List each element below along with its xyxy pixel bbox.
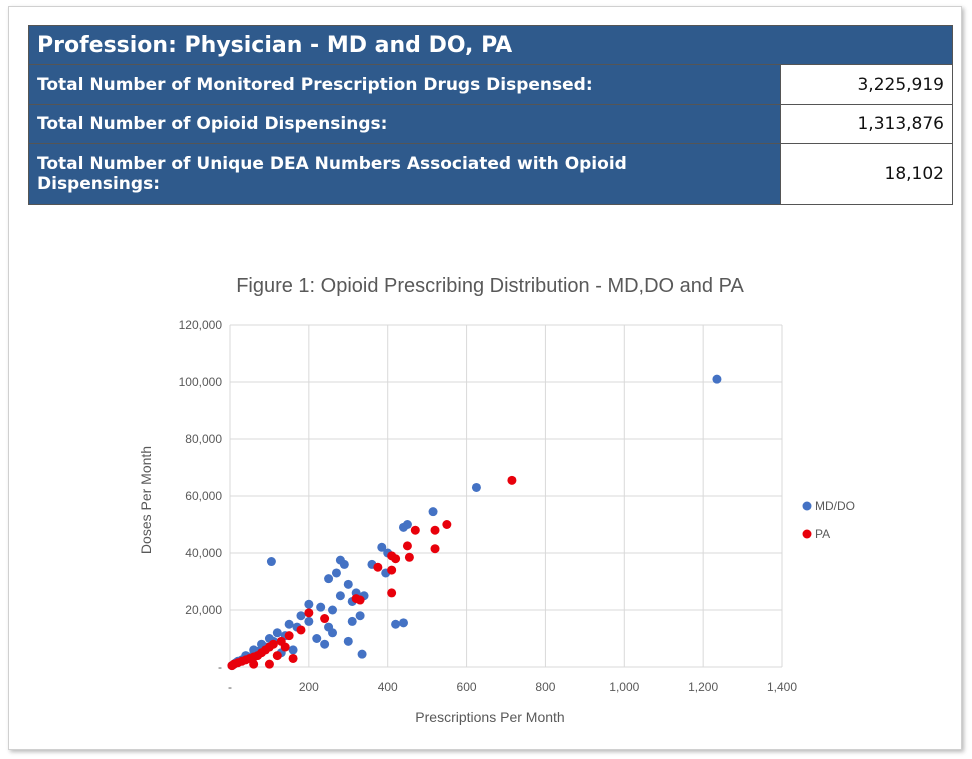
point <box>324 574 334 584</box>
point <box>398 522 408 532</box>
point <box>404 552 414 562</box>
point <box>328 628 338 638</box>
point <box>312 634 322 643</box>
x-tick-label: 600 <box>457 680 477 694</box>
point <box>507 475 517 485</box>
point <box>355 611 365 621</box>
point <box>391 619 401 629</box>
point <box>712 374 722 384</box>
y-tick-label: 40,000 <box>185 546 222 560</box>
point <box>296 611 306 621</box>
x-tick-label: 1,400 <box>767 680 797 694</box>
point <box>288 645 298 655</box>
x-axis-label: Prescriptions Per Month <box>415 709 564 725</box>
x-tick-label: 1,200 <box>688 680 718 694</box>
legend-marker <box>802 529 812 539</box>
point <box>430 525 440 535</box>
x-tick-label: 1,000 <box>609 680 639 694</box>
y-tick-label: 100,000 <box>179 375 223 389</box>
point <box>387 551 397 561</box>
point <box>430 544 440 554</box>
y-tick-label: - <box>218 660 222 674</box>
x-tick-label: - <box>228 680 232 694</box>
point <box>387 565 397 575</box>
point <box>347 616 357 626</box>
point <box>316 602 326 612</box>
point <box>442 520 452 529</box>
y-axis-label: Doses Per Month <box>138 446 154 554</box>
x-tick-label: 800 <box>535 680 555 694</box>
chart-title: Figure 1: Opioid Prescribing Distributio… <box>236 275 744 297</box>
point <box>272 628 282 638</box>
y-tick-label: 80,000 <box>185 432 222 446</box>
legend-label: MD/DO <box>815 499 855 513</box>
row-value: 1,313,876 <box>780 104 953 144</box>
point <box>335 591 345 601</box>
point <box>328 605 338 615</box>
point <box>373 562 383 572</box>
point <box>266 557 276 567</box>
legend-marker <box>802 501 812 511</box>
row-label: Total Number of Unique DEA Numbers Assoc… <box>28 143 781 205</box>
point <box>410 525 420 535</box>
point <box>320 639 330 649</box>
point <box>331 568 341 578</box>
y-tick-label: 120,000 <box>179 318 223 332</box>
row: Total Number of Monitored Prescription D… <box>28 64 953 105</box>
point <box>284 619 294 629</box>
point <box>288 653 298 663</box>
point <box>377 542 387 552</box>
point <box>355 595 365 605</box>
point <box>402 541 412 551</box>
point <box>304 616 314 626</box>
row-value: 18,102 <box>780 143 953 205</box>
point <box>249 659 259 669</box>
point <box>296 625 306 635</box>
point <box>428 507 438 517</box>
point <box>320 614 330 624</box>
x-tick-label: 400 <box>378 680 398 694</box>
point <box>264 659 274 669</box>
x-tick-label: 200 <box>299 680 319 694</box>
point <box>272 651 282 661</box>
summary-table: Profession: Physician - MD and DO, PA To… <box>28 25 953 205</box>
row-label: Total Number of Monitored Prescription D… <box>28 64 781 105</box>
point <box>304 599 314 609</box>
row: Total Number of Opioid Dispensings: 1,313… <box>28 104 953 144</box>
point <box>284 631 294 641</box>
point <box>343 636 353 646</box>
point <box>339 559 349 569</box>
point <box>357 649 367 659</box>
legend-label: PA <box>815 527 830 541</box>
y-tick-label: 60,000 <box>185 489 222 503</box>
row: Total Number of Unique DEA Numbers Assoc… <box>28 143 953 205</box>
point <box>387 588 397 598</box>
point <box>227 661 237 671</box>
point <box>471 482 481 492</box>
point <box>398 618 408 628</box>
point <box>343 579 353 589</box>
frame <box>8 6 962 750</box>
y-tick-label: 20,000 <box>185 603 222 617</box>
point <box>304 608 314 618</box>
point <box>280 642 290 652</box>
